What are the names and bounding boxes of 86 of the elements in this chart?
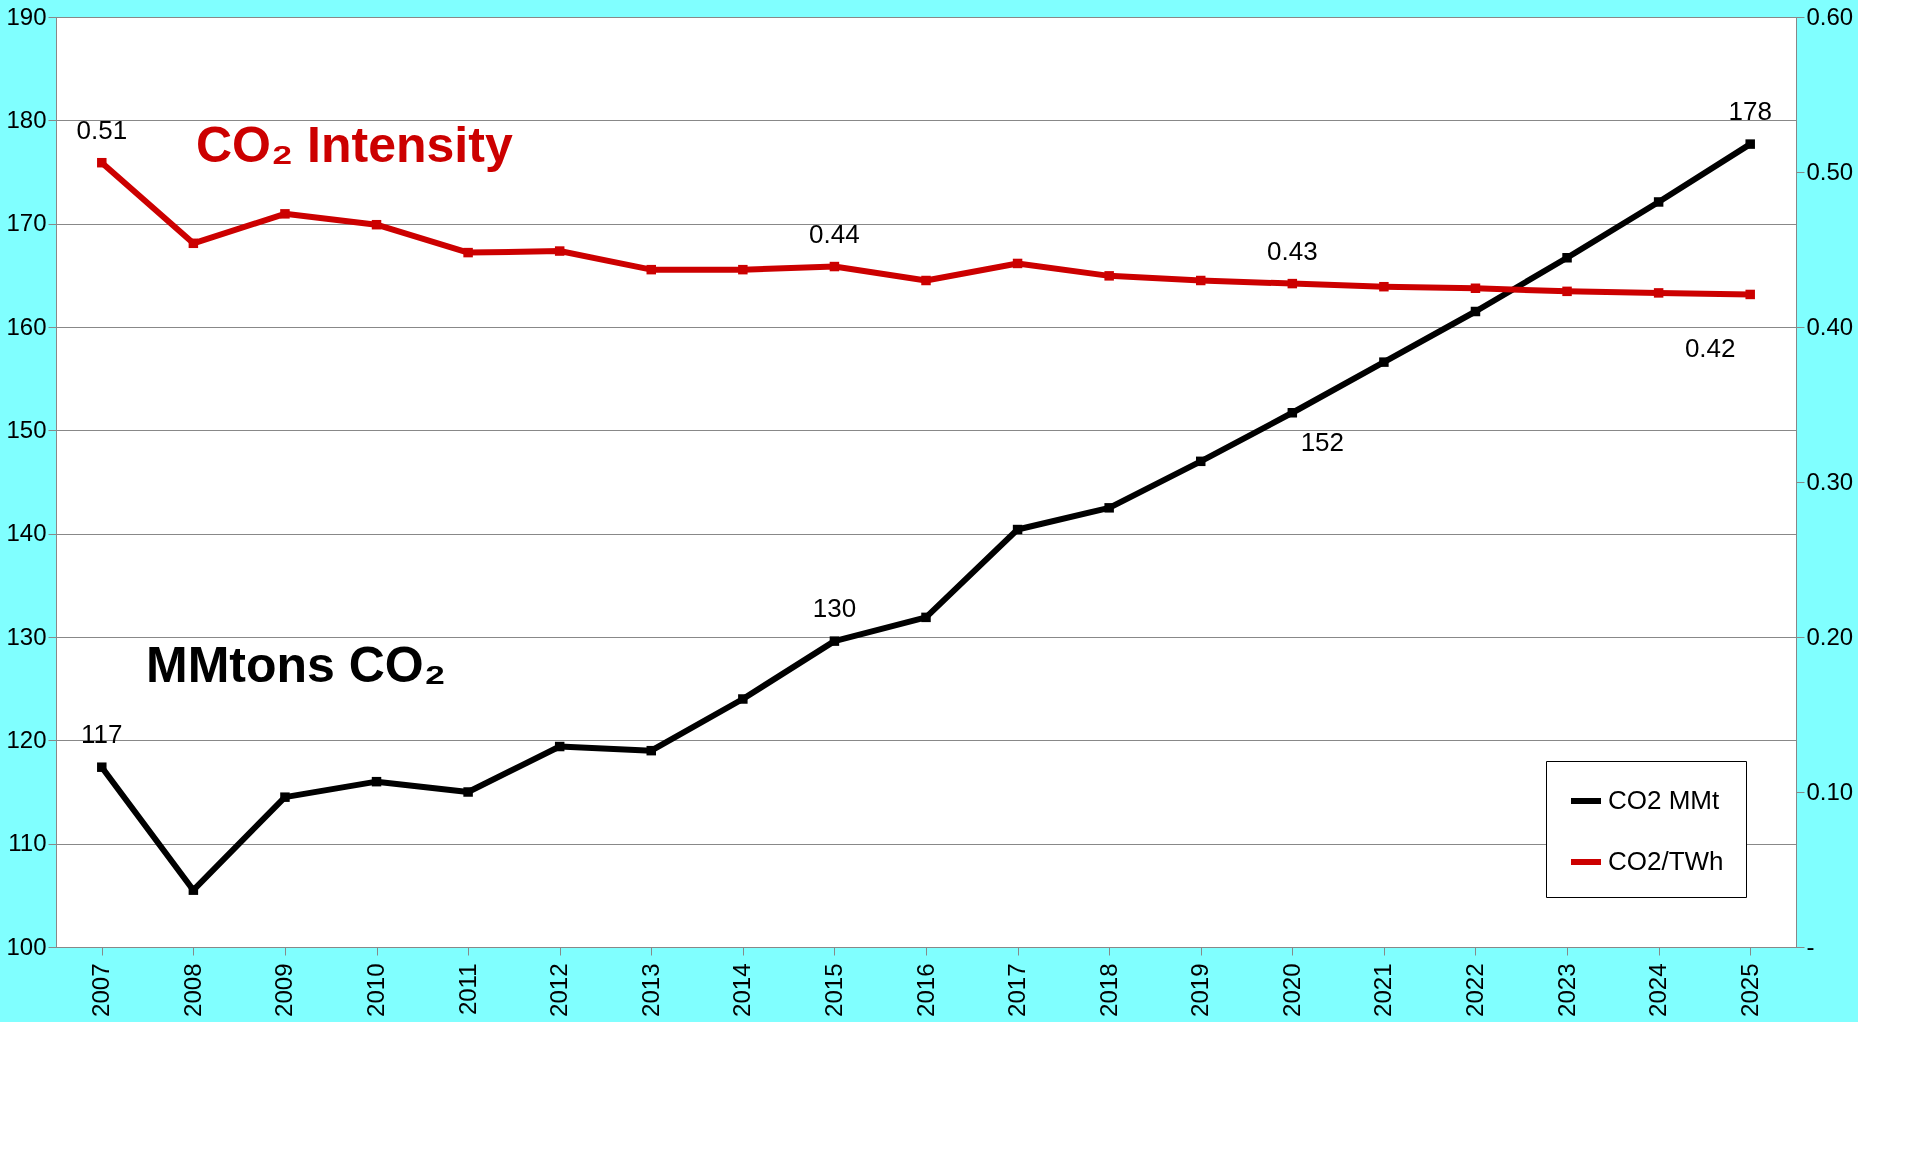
x-tick-label: 2014 <box>728 963 756 1017</box>
point <box>738 694 748 704</box>
data-label: 0.42 <box>1684 333 1736 364</box>
point <box>1470 306 1481 317</box>
x-tick-label: 2017 <box>1003 963 1031 1017</box>
point <box>1195 275 1206 286</box>
point <box>646 264 657 275</box>
point <box>554 246 565 256</box>
x-tick-label: 2011 <box>453 963 481 1016</box>
data-label: 0.43 <box>1267 235 1318 266</box>
y-tick-label: 120 <box>6 725 47 753</box>
point <box>1104 503 1114 513</box>
x-tick-label: 2013 <box>636 963 664 1017</box>
annotation: CO₂ Intensity <box>196 117 513 173</box>
point <box>829 261 840 272</box>
point <box>188 238 199 249</box>
y2-tick-label: 0.20 <box>1806 622 1854 650</box>
point <box>97 762 107 772</box>
point <box>1379 281 1389 292</box>
point <box>1562 253 1572 263</box>
y-tick-label: 150 <box>6 415 47 443</box>
point <box>1104 271 1114 281</box>
point <box>1653 288 1664 298</box>
point <box>1287 408 1298 418</box>
x-tick-label: 2009 <box>270 963 298 1017</box>
x-tick-label: 2007 <box>87 963 115 1017</box>
y-tick-label: 100 <box>6 932 47 960</box>
point <box>1379 357 1389 367</box>
annotation: MMtons CO₂ <box>146 637 446 693</box>
legend-label: CO2/TWh <box>1608 846 1724 876</box>
y-tick-label: 160 <box>6 312 47 340</box>
y-tick-label: 130 <box>6 622 47 650</box>
point <box>1562 286 1572 297</box>
x-tick-label: 2015 <box>819 963 847 1017</box>
data-label: 178 <box>1728 96 1772 127</box>
y-tick-label: 190 <box>6 2 47 30</box>
point <box>463 787 473 797</box>
data-label: 152 <box>1300 426 1345 457</box>
point <box>1287 278 1298 289</box>
point <box>1653 197 1664 207</box>
x-tick-label: 2012 <box>545 963 573 1017</box>
point <box>738 264 748 275</box>
data-label: 130 <box>812 593 857 624</box>
point <box>280 209 290 219</box>
y2-tick-label: 0.60 <box>1806 2 1854 30</box>
point <box>1012 524 1023 535</box>
y-tick-label: 140 <box>6 519 47 547</box>
point <box>554 741 565 752</box>
point <box>1195 456 1206 467</box>
y2-tick-label: 0.40 <box>1806 312 1854 340</box>
x-tick-label: 2024 <box>1644 963 1672 1017</box>
y-tick-label: 170 <box>6 209 47 237</box>
point <box>97 157 107 168</box>
x-tick-label: 2021 <box>1369 963 1397 1017</box>
x-tick-label: 2019 <box>1186 963 1214 1017</box>
y-tick-label: 180 <box>6 105 47 133</box>
x-tick-label: 2020 <box>1277 963 1305 1017</box>
point <box>646 745 657 756</box>
y2-tick-label: 0.10 <box>1806 777 1854 805</box>
point <box>921 612 931 623</box>
x-tick-label: 2025 <box>1735 963 1763 1017</box>
x-tick-label: 2022 <box>1460 963 1488 1017</box>
point <box>1470 283 1481 293</box>
data-label: 0.44 <box>809 218 860 249</box>
point <box>1012 258 1023 269</box>
point <box>371 219 382 230</box>
data-label: 0.51 <box>76 114 128 145</box>
y2-tick-label: - <box>1806 932 1815 960</box>
y2-tick-label: 0.30 <box>1806 467 1854 495</box>
y-tick-label: 110 <box>8 829 47 857</box>
x-tick-label: 2023 <box>1552 963 1580 1017</box>
point <box>371 776 382 787</box>
legend-label: CO2 MMt <box>1608 785 1720 815</box>
point <box>188 885 199 895</box>
x-tick-label: 2016 <box>911 963 939 1017</box>
y2-tick-label: 0.50 <box>1806 157 1854 185</box>
point <box>921 275 931 286</box>
x-tick-label: 2008 <box>178 963 206 1017</box>
x-tick-label: 2018 <box>1094 963 1122 1017</box>
point <box>280 792 290 802</box>
data-label: 117 <box>81 719 123 750</box>
point <box>1745 289 1755 300</box>
point <box>463 247 473 258</box>
x-tick-label: 2010 <box>362 963 390 1017</box>
point <box>829 636 840 646</box>
point <box>1745 139 1755 149</box>
